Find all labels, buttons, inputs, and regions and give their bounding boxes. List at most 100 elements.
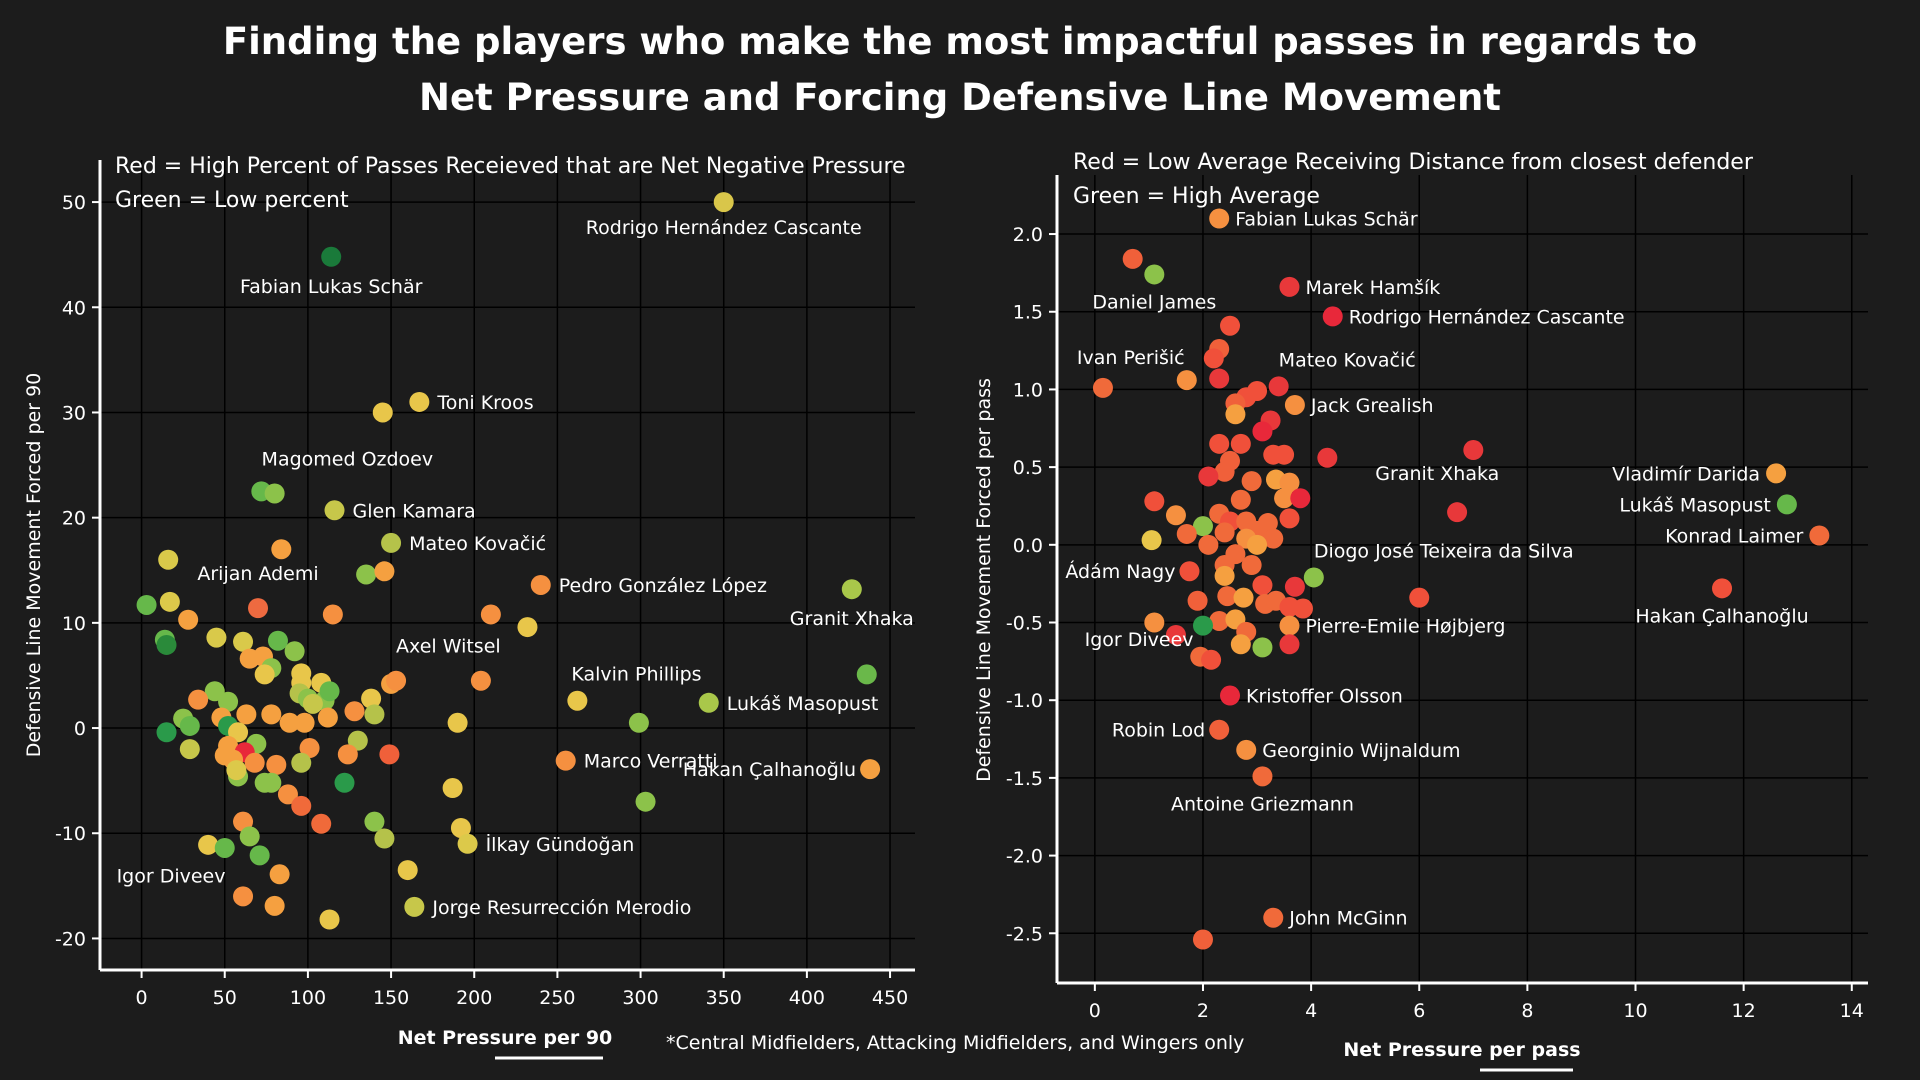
data-point [470, 670, 491, 691]
y-tick-label: 0.5 [1013, 457, 1043, 479]
data-point [1165, 624, 1186, 645]
data-point [294, 712, 315, 733]
data-point [1144, 612, 1165, 633]
y-tick-label: 30 [62, 402, 86, 424]
data-point [1809, 525, 1830, 546]
data-point [337, 744, 358, 765]
footnote: *Central Midfielders, Attacking Midfield… [666, 1032, 1245, 1054]
data-point [841, 579, 862, 600]
data-point [1463, 440, 1484, 461]
point-label: Glen Kamara [353, 500, 476, 522]
title-line-2: Net Pressure and Forcing Defensive Line … [419, 76, 1501, 119]
x-tick-label: 0 [136, 987, 148, 1009]
legend-line: Red = High Percent of Passes Receieved t… [115, 154, 906, 179]
data-point [1274, 488, 1295, 509]
data-point [1284, 576, 1305, 597]
data-point [206, 627, 227, 648]
y-tick-label: -2.0 [1006, 846, 1043, 868]
x-tick-label: 8 [1521, 1000, 1533, 1022]
point-label: Mateo Kovačić [409, 533, 546, 555]
data-point [1176, 523, 1197, 544]
point-label: Pedro González López [559, 575, 767, 597]
point-label: Igor Diveev [1085, 629, 1194, 651]
data-point [233, 631, 254, 652]
point-label: Lukáš Masopust [727, 693, 879, 715]
y-tick-label: 40 [62, 297, 86, 319]
data-point [1241, 471, 1262, 492]
data-point [567, 690, 588, 711]
x-axis-label: Net Pressure per 90 [398, 1027, 613, 1049]
point-label: Hakan Çalhanoğlu [1635, 605, 1808, 627]
data-point [480, 604, 501, 625]
x-tick-label: 4 [1305, 1000, 1317, 1022]
y-tick-label: 1.5 [1013, 302, 1043, 324]
data-point [381, 532, 402, 553]
data-point [1165, 505, 1186, 526]
data-point [1209, 368, 1230, 389]
y-tick-label: 20 [62, 508, 86, 530]
data-point [1220, 315, 1241, 336]
data-point [1241, 555, 1262, 576]
data-point [264, 895, 285, 916]
data-point [447, 712, 468, 733]
data-point [379, 744, 400, 765]
data-point [1144, 491, 1165, 512]
data-point [1322, 306, 1343, 327]
point-label: Hakan Çalhanoğlu [683, 759, 856, 781]
point-label: Arijan Ademi [197, 563, 318, 585]
data-point [457, 833, 478, 854]
x-tick-label: 400 [789, 987, 825, 1009]
data-point [1209, 610, 1230, 631]
point-label: Diogo José Teixeira da Silva [1314, 540, 1574, 562]
data-point [1274, 444, 1295, 465]
x-tick-label: 450 [872, 987, 908, 1009]
y-axis-label: Defensive Line Movement Forced per 90 [23, 373, 45, 758]
data-point [218, 691, 239, 712]
data-point [319, 909, 340, 930]
data-point [1712, 578, 1733, 599]
data-point [261, 772, 282, 793]
data-point [856, 664, 877, 685]
point-label: Marco Verratti [584, 751, 718, 773]
data-point [324, 500, 345, 521]
data-point [1247, 534, 1268, 555]
data-point [409, 391, 430, 412]
data-point [374, 828, 395, 849]
data-point [1230, 433, 1251, 454]
data-point [386, 670, 407, 691]
data-point [254, 664, 275, 685]
data-point [1236, 739, 1257, 760]
data-point [364, 811, 385, 832]
data-point [1225, 404, 1246, 425]
data-point [1279, 276, 1300, 297]
data-point [860, 759, 881, 780]
data-point [179, 715, 200, 736]
data-point [1409, 587, 1430, 608]
point-label: Igor Diveev [117, 865, 226, 887]
point-label: Rodrigo Hernández Cascante [586, 217, 862, 239]
point-label: Jorge Resurrección Merodio [431, 897, 691, 919]
data-point [266, 754, 287, 775]
point-label: Antoine Griezmann [1171, 793, 1354, 815]
data-point [713, 192, 734, 213]
y-tick-label: 0 [74, 718, 86, 740]
data-point [319, 681, 340, 702]
data-point [1209, 208, 1230, 229]
data-point [271, 539, 292, 560]
y-tick-label: -20 [55, 928, 86, 950]
point-label: Pierre-Emile Højbjerg [1305, 616, 1505, 638]
point-label: Toni Kroos [436, 392, 533, 414]
y-tick-label: 1.0 [1013, 379, 1043, 401]
x-tick-label: 150 [373, 987, 409, 1009]
x-tick-label: 200 [456, 987, 492, 1009]
data-point [248, 598, 269, 619]
y-axis-label: Defensive Line Movement Forced per pass [973, 378, 995, 782]
data-point [1290, 488, 1311, 509]
data-point [450, 817, 471, 838]
data-point [1203, 348, 1224, 369]
data-point [635, 791, 656, 812]
data-point [356, 564, 377, 585]
point-label: Jack Grealish [1310, 395, 1434, 417]
data-point [1252, 766, 1273, 787]
data-point [136, 594, 157, 615]
